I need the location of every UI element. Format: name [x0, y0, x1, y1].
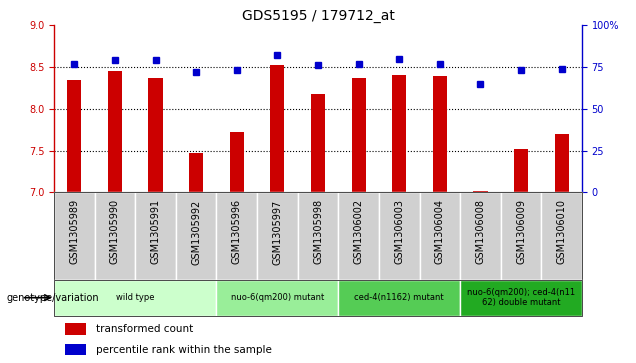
Title: GDS5195 / 179712_at: GDS5195 / 179712_at — [242, 9, 394, 23]
Bar — [379, 192, 420, 280]
Text: GSM1305998: GSM1305998 — [313, 199, 323, 265]
Text: ced-4(n1162) mutant: ced-4(n1162) mutant — [354, 293, 444, 302]
Bar — [95, 192, 135, 280]
Bar — [420, 192, 460, 280]
Bar — [216, 192, 257, 280]
Bar — [392, 75, 406, 192]
Bar — [176, 192, 216, 280]
Text: GSM1306003: GSM1306003 — [394, 199, 404, 264]
Text: GSM1306002: GSM1306002 — [354, 199, 364, 265]
Bar — [230, 132, 244, 192]
Text: wild type: wild type — [116, 293, 155, 302]
Text: nuo-6(qm200); ced-4(n11
62) double mutant: nuo-6(qm200); ced-4(n11 62) double mutan… — [467, 288, 575, 307]
Bar — [460, 192, 501, 280]
Text: GSM1306010: GSM1306010 — [556, 199, 567, 264]
Text: GSM1305990: GSM1305990 — [110, 199, 120, 265]
Bar — [148, 78, 163, 192]
Text: GSM1305997: GSM1305997 — [272, 199, 282, 265]
Bar — [352, 78, 366, 192]
Bar — [65, 323, 86, 335]
Text: GSM1306008: GSM1306008 — [476, 199, 485, 264]
Text: transformed count: transformed count — [96, 324, 193, 334]
Bar — [216, 280, 338, 316]
Bar — [270, 65, 284, 192]
Text: GSM1305989: GSM1305989 — [69, 199, 80, 265]
Text: GSM1305996: GSM1305996 — [232, 199, 242, 265]
Bar — [501, 192, 541, 280]
Text: GSM1305992: GSM1305992 — [191, 199, 201, 265]
Bar — [108, 71, 122, 192]
Bar — [311, 94, 325, 192]
Bar — [65, 344, 86, 355]
Bar — [555, 134, 569, 192]
Bar — [54, 280, 216, 316]
Bar — [460, 280, 582, 316]
Bar — [473, 191, 488, 192]
Bar — [514, 149, 528, 192]
Bar — [338, 280, 460, 316]
Bar — [54, 192, 95, 280]
Bar — [257, 192, 298, 280]
Text: nuo-6(qm200) mutant: nuo-6(qm200) mutant — [231, 293, 324, 302]
Bar — [135, 192, 176, 280]
Text: percentile rank within the sample: percentile rank within the sample — [96, 345, 272, 355]
Text: genotype/variation: genotype/variation — [6, 293, 99, 303]
Text: GSM1306004: GSM1306004 — [435, 199, 445, 264]
Bar — [338, 192, 379, 280]
Text: GSM1305991: GSM1305991 — [151, 199, 160, 265]
Bar — [67, 79, 81, 192]
Bar — [541, 192, 582, 280]
Bar — [298, 192, 338, 280]
Bar — [189, 153, 204, 192]
Text: GSM1306009: GSM1306009 — [516, 199, 526, 264]
Bar — [432, 76, 447, 192]
